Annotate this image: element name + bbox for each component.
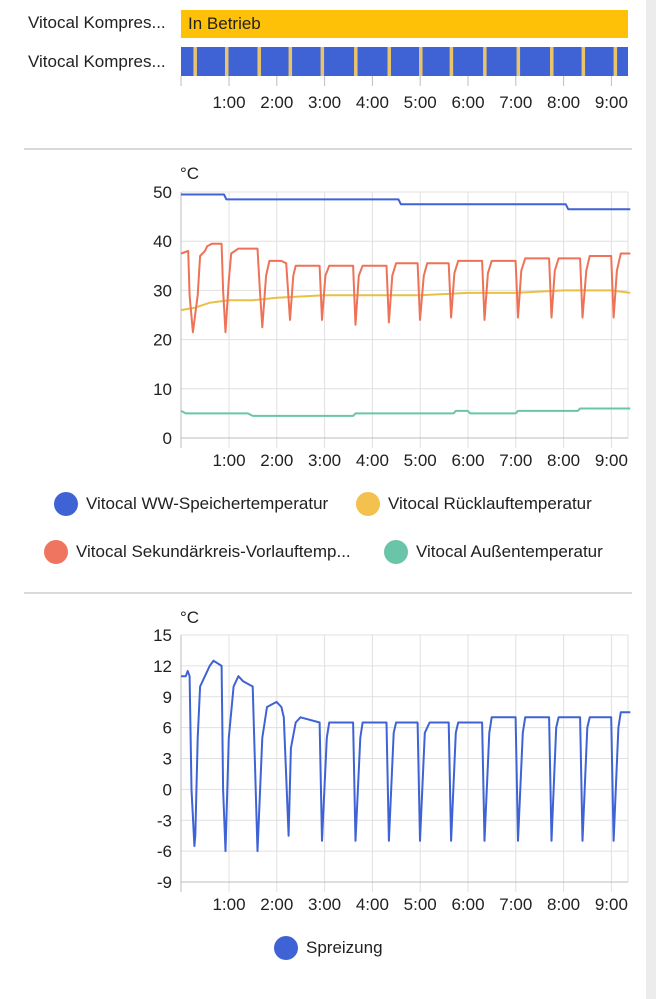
- y-tick-label: 30: [153, 281, 172, 300]
- timeline-gap-mark: [193, 47, 197, 76]
- compressor-timeline: Vitocal Kompres... Vitocal Kompres... In…: [0, 0, 646, 140]
- timeline-gap-mark: [419, 47, 423, 76]
- timeline-gap-mark: [354, 47, 358, 76]
- legend-item-spreizung[interactable]: Spreizung: [274, 936, 383, 960]
- temperature-chart: °C 0 10 20 30 40 50 1:00 2:00 3:00 4:00 5:00 6:00 7:0…: [153, 164, 631, 470]
- series-line-3: [180, 407, 631, 417]
- timeline-x-tick-label: 4:00: [356, 93, 389, 112]
- legend-dot-icon: [384, 540, 408, 564]
- y-tick-label: 0: [163, 429, 172, 448]
- y-tick-label: 3: [163, 750, 172, 769]
- y-axis-unit-label: °C: [180, 608, 199, 627]
- timeline-gap-mark: [224, 47, 229, 76]
- x-tick-label: 4:00: [356, 895, 389, 914]
- x-tick-label: 8:00: [547, 451, 580, 470]
- y-tick-label: 12: [153, 657, 172, 676]
- legend-dot-icon: [44, 540, 68, 564]
- timeline-x-tick-label: 5:00: [404, 93, 437, 112]
- timeline-gap-mark: [288, 47, 293, 76]
- legend-label: Vitocal Außentemperatur: [416, 542, 603, 561]
- series-line-0: [181, 659, 631, 853]
- y-tick-label: 9: [163, 688, 172, 707]
- x-tick-label: 3:00: [308, 895, 341, 914]
- spreizung-chart: °C -9 -6 -3 0 3 6 9 12 15 1:00 2:00 3:00 4:00 5:00 6:00…: [153, 608, 631, 914]
- legend-label: Vitocal WW-Speichertemperatur: [86, 494, 329, 513]
- timeline-gap-mark: [516, 47, 521, 76]
- legend-item-ruecklauf[interactable]: Vitocal Rücklauftemperatur: [356, 492, 592, 516]
- legend-label: Spreizung: [306, 938, 383, 957]
- x-tick-label: 2:00: [260, 451, 293, 470]
- x-tick-label: 2:00: [260, 895, 293, 914]
- x-tick-label: 6:00: [451, 895, 484, 914]
- timeline-gap-mark: [483, 47, 487, 76]
- y-tick-label: -3: [157, 811, 172, 830]
- legend-dot-icon: [274, 936, 298, 960]
- y-tick-label: 40: [153, 232, 172, 251]
- x-tick-label: 7:00: [499, 895, 532, 914]
- x-tick-label: 5:00: [404, 451, 437, 470]
- legend-label: Vitocal Sekundärkreis-Vorlauftemp...: [76, 542, 351, 561]
- timeline-x-tick-label: 6:00: [451, 93, 484, 112]
- timeline-bar-text: In Betrieb: [188, 14, 261, 33]
- x-tick-label: 4:00: [356, 451, 389, 470]
- section-divider-2: [24, 592, 632, 594]
- x-tick-label: 8:00: [547, 895, 580, 914]
- x-tick-label: 5:00: [404, 895, 437, 914]
- legend-item-vorlauf[interactable]: Vitocal Sekundärkreis-Vorlauftemp...: [44, 540, 351, 564]
- timeline-gap-mark: [320, 47, 325, 76]
- section-divider-1: [24, 148, 632, 150]
- timeline-segment-bar: [181, 47, 628, 76]
- legend-item-ww-speicher[interactable]: Vitocal WW-Speichertemperatur: [54, 492, 328, 516]
- y-tick-label: 0: [163, 780, 172, 799]
- timeline-x-tick-label: 2:00: [260, 93, 293, 112]
- timeline-gap-mark: [550, 47, 554, 76]
- timeline-x-tick-label: 7:00: [499, 93, 532, 112]
- timeline-bar-segments: 1:00 2:00 3:00 4:00 5:00 6:00 7:00 8:00 9:00: [180, 47, 628, 112]
- x-tick-label: 1:00: [212, 895, 245, 914]
- x-tick-label: 7:00: [499, 451, 532, 470]
- x-tick-label: 9:00: [595, 895, 628, 914]
- timeline-x-tick-label: 3:00: [308, 93, 341, 112]
- legend-dot-icon: [54, 492, 78, 516]
- y-tick-label: -9: [157, 873, 172, 892]
- series-line-2: [180, 242, 631, 334]
- timeline-row-label-2: Vitocal Kompres...: [28, 52, 166, 71]
- x-tick-label: 1:00: [212, 451, 245, 470]
- timeline-gap-mark: [257, 47, 261, 76]
- series-line-1: [180, 289, 631, 312]
- timeline-x-tick-label: 1:00: [212, 93, 245, 112]
- timeline-gap-mark: [449, 47, 454, 76]
- y-axis-unit-label: °C: [180, 164, 199, 183]
- legend-label: Vitocal Rücklauftemperatur: [388, 494, 592, 513]
- x-tick-label: 9:00: [595, 451, 628, 470]
- timeline-bar-in-betrieb[interactable]: In Betrieb: [181, 10, 628, 38]
- y-tick-label: 10: [153, 380, 172, 399]
- timeline-gap-mark: [613, 47, 618, 76]
- right-edge-shade: [646, 0, 656, 999]
- legend-item-aussen[interactable]: Vitocal Außentemperatur: [384, 540, 603, 564]
- y-tick-label: -6: [157, 842, 172, 861]
- timeline-gap-mark: [581, 47, 586, 76]
- timeline-x-tick-label: 9:00: [595, 93, 628, 112]
- timeline-x-tick-label: 8:00: [547, 93, 580, 112]
- timeline-gap-mark: [387, 47, 391, 76]
- y-tick-label: 6: [163, 719, 172, 738]
- x-tick-label: 3:00: [308, 451, 341, 470]
- series-line-0: [181, 193, 631, 211]
- timeline-row-label-1: Vitocal Kompres...: [28, 13, 166, 32]
- y-tick-label: 50: [153, 183, 172, 202]
- legend-dot-icon: [356, 492, 380, 516]
- y-tick-label: 20: [153, 331, 172, 350]
- y-tick-label: 15: [153, 626, 172, 645]
- x-tick-label: 6:00: [451, 451, 484, 470]
